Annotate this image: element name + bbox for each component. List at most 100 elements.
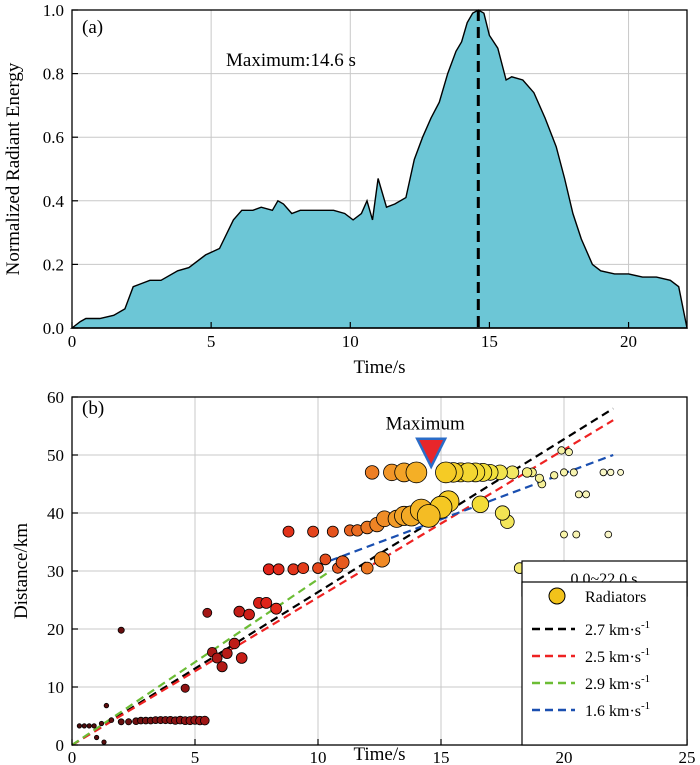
radiator-point bbox=[211, 652, 223, 664]
panel-b-xtick-label: 10 bbox=[310, 748, 327, 765]
energy-area bbox=[69, 9, 688, 329]
legend-fit-label-2: 2.9 km·s-1 bbox=[585, 673, 650, 693]
panel-a-ytick-label: 0.0 bbox=[43, 319, 64, 338]
radiator-point bbox=[272, 563, 285, 576]
panel-b-ytick-label: 20 bbox=[47, 620, 64, 639]
radiator-point bbox=[416, 504, 441, 528]
radiator-point bbox=[335, 555, 350, 570]
legend-box bbox=[521, 581, 688, 746]
panel-b-ytick-label: 40 bbox=[47, 504, 64, 523]
radiator-point bbox=[405, 461, 428, 484]
legend-fit-entries: 2.7 km·s-1 2.5 km·s-1 2.9 km·s-1 1.6 km·s-1 bbox=[532, 619, 650, 720]
radiator-point bbox=[574, 490, 583, 499]
radiator-point bbox=[103, 702, 110, 709]
radiator-point bbox=[98, 720, 105, 727]
panel-b-ytick-label: 10 bbox=[47, 678, 64, 697]
radiator-point bbox=[582, 490, 590, 499]
radiator-point bbox=[125, 718, 133, 726]
radiator-points bbox=[76, 446, 624, 745]
panel-a-ytick-label: 0.6 bbox=[43, 128, 64, 147]
radiator-point bbox=[117, 718, 125, 726]
radiator-point bbox=[364, 465, 380, 480]
panel-a-y-label: Normalized Radiant Energy bbox=[3, 62, 24, 275]
panel-a-xtick-label: 0 bbox=[68, 332, 77, 351]
radiator-point bbox=[216, 661, 228, 673]
panel-b-ytick-label: 30 bbox=[47, 562, 64, 581]
panel-b-xtick-label: 25 bbox=[679, 748, 696, 765]
radiator-point bbox=[262, 563, 275, 576]
radiator-point bbox=[233, 605, 246, 618]
radiator-point bbox=[560, 468, 569, 477]
legend-radiators-label: Radiators bbox=[585, 589, 646, 606]
legend-fit-label-3: 1.6 km·s-1 bbox=[585, 700, 650, 720]
radiator-point bbox=[235, 652, 248, 664]
radiator-point bbox=[435, 461, 457, 484]
radiator-point bbox=[180, 683, 190, 693]
panel-b-xtick-label: 20 bbox=[556, 748, 573, 765]
panel-b-ytick-label: 0 bbox=[56, 736, 65, 755]
radiator-point bbox=[282, 525, 295, 538]
radiator-point bbox=[297, 562, 310, 574]
maximum-time-annotation: Maximum:14.6 s bbox=[226, 50, 356, 71]
radiator-point bbox=[202, 607, 213, 618]
legend: 0.0~22.0 s Radiators 2.7 km·s-12.5 km·s-… bbox=[521, 560, 688, 746]
radiator-point bbox=[94, 734, 100, 741]
radiator-point bbox=[604, 530, 613, 539]
panel-a: 0 5 10 15 20 0.0 0.2 0.4 0.6 0.8 1.0 (a) Maximum:1… bbox=[3, 1, 688, 378]
panel-a-ticks: 0 5 10 15 20 0.0 0.2 0.4 0.6 0.8 1.0 bbox=[43, 1, 637, 351]
radiator-point bbox=[471, 495, 490, 514]
radiator-point bbox=[319, 553, 332, 566]
panel-b-label: (b) bbox=[82, 398, 104, 419]
panel-a-label: (a) bbox=[82, 17, 103, 38]
radiator-point bbox=[81, 723, 87, 729]
radiator-point bbox=[243, 608, 255, 621]
radiator-point bbox=[534, 473, 544, 483]
radiator-point bbox=[270, 602, 283, 615]
maximum-marker bbox=[415, 437, 448, 470]
legend-radiator-symbol bbox=[548, 587, 566, 605]
legend-fit-label-1: 2.5 km·s-1 bbox=[585, 646, 650, 666]
radiator-point bbox=[557, 446, 566, 455]
radiator-point bbox=[569, 468, 578, 477]
panel-b-xtick-label: 5 bbox=[191, 748, 200, 765]
radiator-point bbox=[599, 468, 608, 477]
radiator-point bbox=[307, 525, 320, 538]
radiator-point bbox=[617, 468, 624, 476]
maximum-marker-label: Maximum bbox=[386, 414, 465, 435]
panel-a-ytick-label: 0.8 bbox=[43, 65, 64, 84]
radiator-point bbox=[108, 717, 115, 723]
radiator-point bbox=[560, 530, 568, 539]
radiator-point bbox=[494, 505, 511, 521]
radiator-point bbox=[550, 471, 559, 480]
panel-a-xtick-label: 15 bbox=[481, 332, 498, 351]
panel-a-x-label: Time/s bbox=[353, 357, 405, 378]
radiator-point bbox=[287, 563, 300, 576]
radiator-point bbox=[228, 637, 241, 650]
panel-b-ytick-label: 50 bbox=[47, 446, 64, 465]
radiator-point bbox=[564, 448, 573, 457]
radiator-point bbox=[572, 530, 581, 539]
panel-b: Maximum 0 5 10 15 20 25 0 10 20 30 40 50 60 (b) Time… bbox=[11, 388, 696, 765]
radiator-point bbox=[607, 468, 615, 476]
legend-fit-label-0: 2.7 km·s-1 bbox=[585, 619, 650, 639]
radiator-point bbox=[101, 739, 107, 745]
panel-b-x-label: Time/s bbox=[353, 744, 405, 765]
radiator-point bbox=[373, 551, 391, 568]
radiator-point bbox=[117, 626, 125, 634]
fit-line-0 bbox=[71, 407, 614, 746]
radiator-point bbox=[360, 561, 374, 575]
panel-a-xtick-label: 10 bbox=[342, 332, 359, 351]
radiator-point bbox=[221, 647, 233, 660]
radiator-point bbox=[326, 525, 339, 538]
panel-b-xtick-label: 0 bbox=[68, 748, 77, 765]
panel-b-xtick-label: 15 bbox=[433, 748, 450, 765]
panel-a-ytick-label: 1.0 bbox=[43, 1, 64, 20]
panel-a-frame bbox=[71, 9, 688, 329]
panel-a-xtick-label: 5 bbox=[207, 332, 216, 351]
panel-b-ytick-label: 60 bbox=[47, 388, 64, 407]
radiator-point bbox=[86, 723, 92, 729]
panel-a-xtick-label: 20 bbox=[620, 332, 637, 351]
radiator-point bbox=[521, 467, 533, 478]
radiator-point bbox=[76, 723, 83, 729]
